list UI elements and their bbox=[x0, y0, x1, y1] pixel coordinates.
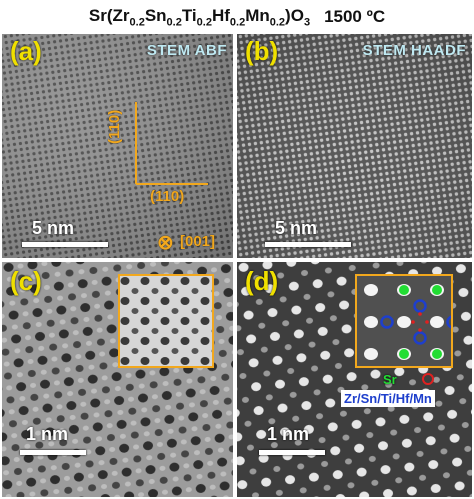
panel-a-dir-vertical: (110) bbox=[106, 109, 123, 144]
b-site-atoms bbox=[380, 299, 451, 345]
panel-a-zone-symbol: ⊗ bbox=[157, 232, 174, 254]
panel-a-scale-label: 5 nm bbox=[32, 218, 75, 238]
panel-a-mode: STEM ABF bbox=[146, 42, 227, 59]
panel-d-inset-image bbox=[357, 276, 451, 366]
panel-b-image bbox=[237, 34, 472, 258]
panel-c: (c) 1 nm bbox=[2, 262, 233, 497]
panel-c-inset-image bbox=[120, 276, 212, 366]
panel-a-dir-zone: [001] bbox=[180, 233, 216, 250]
panel-a-image bbox=[2, 34, 233, 258]
panel-d-label: (d) bbox=[245, 266, 279, 296]
o-atoms bbox=[411, 312, 429, 332]
figure-title: Sr(Zr0.2Sn0.2Ti0.2Hf0.2Mn0.2)O3 1500 ºC bbox=[0, 0, 474, 34]
panel-c-scale-label: 1 nm bbox=[26, 424, 69, 444]
panel-d: (d) bbox=[237, 262, 472, 497]
panel-c-inset bbox=[118, 274, 214, 368]
panel-d-inset bbox=[355, 274, 453, 368]
title-temperature: 1500 ºC bbox=[324, 7, 386, 26]
panel-b-label: (b) bbox=[245, 36, 279, 66]
panel-d-scale-bar bbox=[259, 450, 325, 455]
panel-b-mode: STEM HAADF bbox=[362, 42, 466, 59]
legend-o-icon bbox=[422, 373, 434, 385]
legend-sr: Sr bbox=[383, 372, 397, 387]
panel-c-scale-bar bbox=[20, 450, 86, 455]
legend-b-site: Zr/Sn/Ti/Hf/Mn bbox=[341, 390, 435, 407]
panel-c-label: (c) bbox=[10, 266, 42, 296]
panel-b-scale-bar bbox=[265, 242, 351, 247]
panel-d-scale-label: 1 nm bbox=[267, 424, 310, 444]
panel-a-dir-horizontal: (110) bbox=[150, 188, 185, 205]
title-formula: Sr(Zr0.2Sn0.2Ti0.2Hf0.2Mn0.2)O3 bbox=[88, 5, 311, 29]
panel-b-scale-label: 5 nm bbox=[275, 218, 318, 238]
panel-a-scale-bar bbox=[22, 242, 108, 247]
panel-b: (b) STEM HAADF 5 nm bbox=[237, 34, 472, 258]
panel-a-label: (a) bbox=[10, 36, 42, 66]
sr-atoms bbox=[399, 285, 442, 359]
panel-a: (a) STEM ABF (110) (110) ⊗ [001] 5 nm bbox=[2, 34, 233, 258]
